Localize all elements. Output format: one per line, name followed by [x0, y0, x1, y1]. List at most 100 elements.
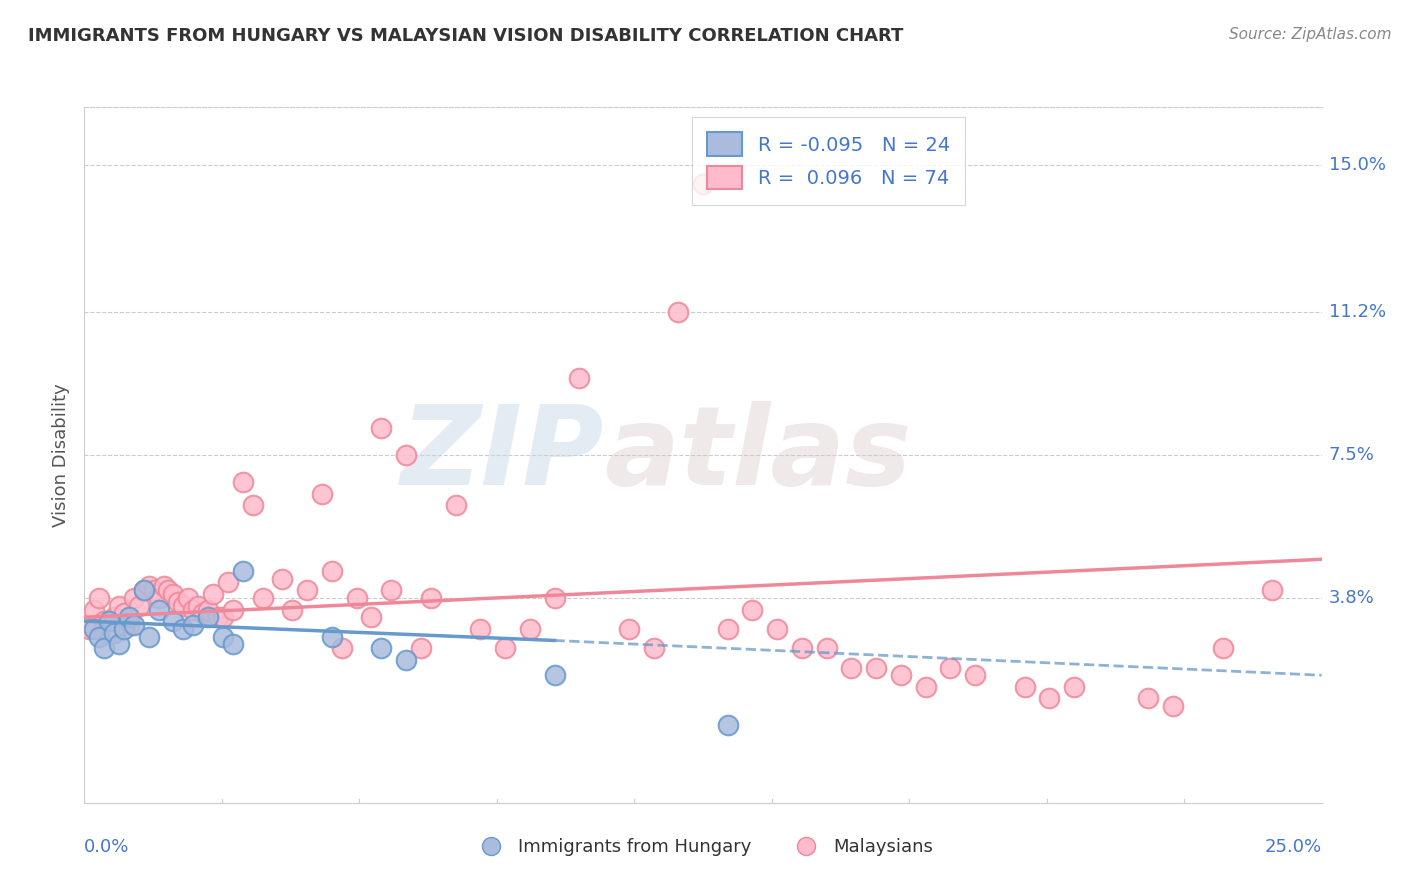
Point	[103, 625, 125, 640]
Point	[172, 599, 194, 613]
Point	[568, 370, 591, 384]
Point	[112, 622, 135, 636]
Point	[295, 583, 318, 598]
Point	[790, 641, 813, 656]
Point	[890, 668, 912, 682]
Point	[914, 680, 936, 694]
Point	[212, 630, 235, 644]
Point	[108, 637, 131, 651]
Point	[148, 591, 170, 605]
Text: 0.0%: 0.0%	[84, 838, 129, 856]
Text: IMMIGRANTS FROM HUNGARY VS MALAYSIAN VISION DISABILITY CORRELATION CHART: IMMIGRANTS FROM HUNGARY VS MALAYSIAN VIS…	[28, 27, 904, 45]
Point	[370, 421, 392, 435]
Point	[419, 591, 441, 605]
Point	[330, 641, 353, 656]
Point	[346, 591, 368, 605]
Point	[311, 486, 333, 500]
Point	[89, 591, 111, 605]
Point	[965, 668, 987, 682]
Point	[122, 618, 145, 632]
Point	[93, 641, 115, 656]
Point	[222, 637, 245, 651]
Point	[741, 602, 763, 616]
Point	[281, 602, 304, 616]
Point	[841, 660, 863, 674]
Point	[232, 475, 254, 489]
Point	[118, 618, 141, 632]
Point	[543, 668, 565, 682]
Point	[252, 591, 274, 605]
Point	[321, 564, 343, 578]
Point	[395, 448, 418, 462]
Point	[138, 630, 160, 644]
Point	[138, 579, 160, 593]
Point	[395, 653, 418, 667]
Text: ZIP: ZIP	[401, 401, 605, 508]
Point	[271, 572, 294, 586]
Point	[181, 602, 204, 616]
Point	[1063, 680, 1085, 694]
Point	[132, 583, 155, 598]
Point	[162, 587, 184, 601]
Point	[79, 622, 101, 636]
Text: 7.5%: 7.5%	[1329, 446, 1375, 464]
Point	[112, 607, 135, 621]
Point	[103, 610, 125, 624]
Point	[815, 641, 838, 656]
Point	[148, 602, 170, 616]
Point	[181, 618, 204, 632]
Point	[470, 622, 492, 636]
Point	[217, 575, 239, 590]
Point	[89, 630, 111, 644]
Point	[142, 583, 165, 598]
Point	[865, 660, 887, 674]
Text: 15.0%: 15.0%	[1329, 156, 1386, 174]
Y-axis label: Vision Disability: Vision Disability	[52, 383, 70, 527]
Point	[1014, 680, 1036, 694]
Point	[93, 614, 115, 628]
Point	[380, 583, 402, 598]
Point	[222, 602, 245, 616]
Point	[370, 641, 392, 656]
Point	[122, 591, 145, 605]
Point	[409, 641, 432, 656]
Point	[191, 607, 214, 621]
Point	[717, 718, 740, 732]
Point	[162, 614, 184, 628]
Point	[132, 583, 155, 598]
Point	[1212, 641, 1234, 656]
Point	[1161, 699, 1184, 714]
Point	[360, 610, 382, 624]
Point	[494, 641, 516, 656]
Point	[692, 178, 714, 192]
Point	[766, 622, 789, 636]
Point	[666, 305, 689, 319]
Point	[543, 591, 565, 605]
Text: 25.0%: 25.0%	[1264, 838, 1322, 856]
Point	[83, 602, 105, 616]
Point	[128, 599, 150, 613]
Point	[157, 583, 180, 598]
Point	[444, 498, 467, 512]
Point	[1137, 691, 1160, 706]
Text: Source: ZipAtlas.com: Source: ZipAtlas.com	[1229, 27, 1392, 42]
Point	[83, 622, 105, 636]
Point	[617, 622, 640, 636]
Legend: Immigrants from Hungary, Malaysians: Immigrants from Hungary, Malaysians	[465, 831, 941, 863]
Point	[1038, 691, 1060, 706]
Point	[108, 599, 131, 613]
Text: 3.8%: 3.8%	[1329, 589, 1375, 607]
Point	[519, 622, 541, 636]
Point	[98, 614, 121, 628]
Text: 11.2%: 11.2%	[1329, 303, 1386, 321]
Point	[939, 660, 962, 674]
Point	[212, 610, 235, 624]
Point	[152, 579, 174, 593]
Point	[242, 498, 264, 512]
Point	[1261, 583, 1284, 598]
Point	[98, 625, 121, 640]
Point	[321, 630, 343, 644]
Text: atlas: atlas	[605, 401, 911, 508]
Point	[187, 599, 209, 613]
Point	[717, 622, 740, 636]
